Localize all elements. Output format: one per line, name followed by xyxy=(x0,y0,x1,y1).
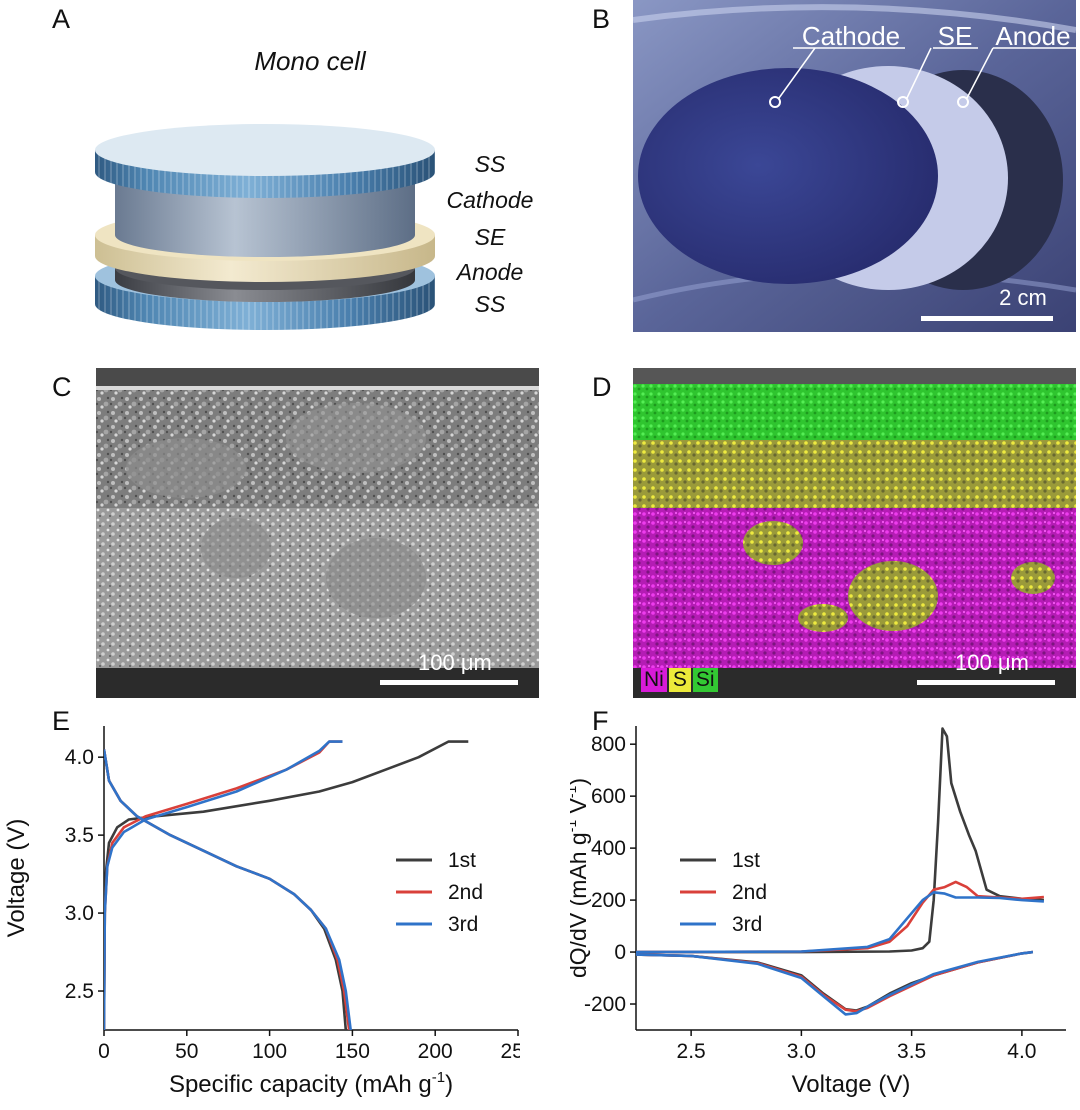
series-1st-line xyxy=(104,740,469,1030)
panel-label-b: B xyxy=(592,4,611,34)
y-tick-label: 3.0 xyxy=(65,902,94,925)
callout-cathode: Cathode xyxy=(802,21,900,51)
y-tick-label: 3.5 xyxy=(65,824,94,847)
sem-cross-section: 100 μm xyxy=(96,368,539,698)
layer-label-ss-bottom: SS xyxy=(475,291,506,317)
cathode-disc xyxy=(638,68,938,284)
x-tick-label: 3.5 xyxy=(897,1040,926,1063)
legend-label: 2nd xyxy=(732,881,767,904)
callout-anode: Anode xyxy=(995,21,1070,51)
x-tick-label: 0 xyxy=(98,1040,110,1063)
y-tick-label: 2.5 xyxy=(65,980,94,1003)
x-tick-label: 50 xyxy=(175,1040,198,1063)
mono-cell-title: Mono cell xyxy=(254,46,366,76)
x-axis-label: Specific capacity (mAh g-1) xyxy=(169,1069,453,1098)
layer-label-anode: Anode xyxy=(455,259,524,285)
y-tick-label: 800 xyxy=(591,733,626,756)
callout-se: SE xyxy=(938,21,973,51)
scale-text-c: 100 μm xyxy=(418,650,492,675)
y-tick-label: 0 xyxy=(614,941,626,964)
y-axis-label: dQ/dV (mAh g-1 V-1) xyxy=(570,778,591,978)
cell-photo: Cathode SE Anode 2 cm xyxy=(633,0,1076,332)
scale-text-d: 100 μm xyxy=(955,650,1029,675)
series-3rd-line xyxy=(104,749,352,1030)
x-tick-label: 2.5 xyxy=(677,1040,706,1063)
series-1st-line xyxy=(636,727,1044,954)
voltage-capacity-chart: 0 50 100 150 200 250 2.5 3.0 3.5 4.0 1st 2nd 3rd Spec… xyxy=(3,726,520,1098)
panel-label-f: F xyxy=(592,706,609,736)
y-tick-label: -200 xyxy=(584,993,626,1016)
legend-label: 1st xyxy=(448,849,476,872)
series-3rd-line xyxy=(636,950,1034,1016)
y-tick-label: 600 xyxy=(591,785,626,808)
legend-ni: Ni xyxy=(641,668,667,692)
layer-label-ss-top: SS xyxy=(475,151,506,177)
element-legend: Ni S Si xyxy=(641,668,718,692)
layer-label-cathode: Cathode xyxy=(447,187,534,213)
scale-bar-c xyxy=(380,680,518,685)
x-tick-label: 3.0 xyxy=(787,1040,816,1063)
mono-cell-diagram: Mono cell SS Cathode SE Anode SS xyxy=(80,30,560,340)
series-3rd-line xyxy=(636,891,1044,954)
y-axis-label: Voltage (V) xyxy=(3,819,30,938)
series-3rd-line xyxy=(104,740,343,1030)
x-tick-label: 200 xyxy=(418,1040,453,1063)
y-tick-label: 200 xyxy=(591,889,626,912)
legend-label: 1st xyxy=(732,849,760,872)
legend-label: 3rd xyxy=(732,913,762,936)
panel-label-e: E xyxy=(52,706,71,736)
legend-si: Si xyxy=(692,668,718,692)
scale-text-b: 2 cm xyxy=(999,285,1047,310)
series-2nd-line xyxy=(636,950,1034,1013)
dqdv-chart: 2.5 3.0 3.5 4.0 -200 0 200 400 600 800 1st 2nd 3rd Vo… xyxy=(570,726,1066,1098)
legend-label: 2nd xyxy=(448,881,483,904)
scale-bar-d xyxy=(917,680,1055,685)
eds-map: Ni S Si 100 μm xyxy=(633,368,1076,698)
layer-label-se: SE xyxy=(475,224,506,250)
legend-s: S xyxy=(668,668,691,692)
panel-label-d: D xyxy=(592,372,612,402)
y-tick-label: 4.0 xyxy=(65,746,94,769)
x-tick-label: 150 xyxy=(335,1040,370,1063)
x-tick-label: 100 xyxy=(252,1040,287,1063)
panel-label-c: C xyxy=(52,372,72,402)
x-axis-label: Voltage (V) xyxy=(792,1071,911,1098)
x-tick-label: 4.0 xyxy=(1007,1040,1036,1063)
series-2nd-line xyxy=(104,740,343,1030)
panel-label-a: A xyxy=(52,4,71,34)
y-tick-label: 400 xyxy=(591,837,626,860)
legend-label: 3rd xyxy=(448,913,478,936)
scale-bar-b xyxy=(921,316,1053,321)
x-tick-label: 250 xyxy=(500,1040,520,1063)
